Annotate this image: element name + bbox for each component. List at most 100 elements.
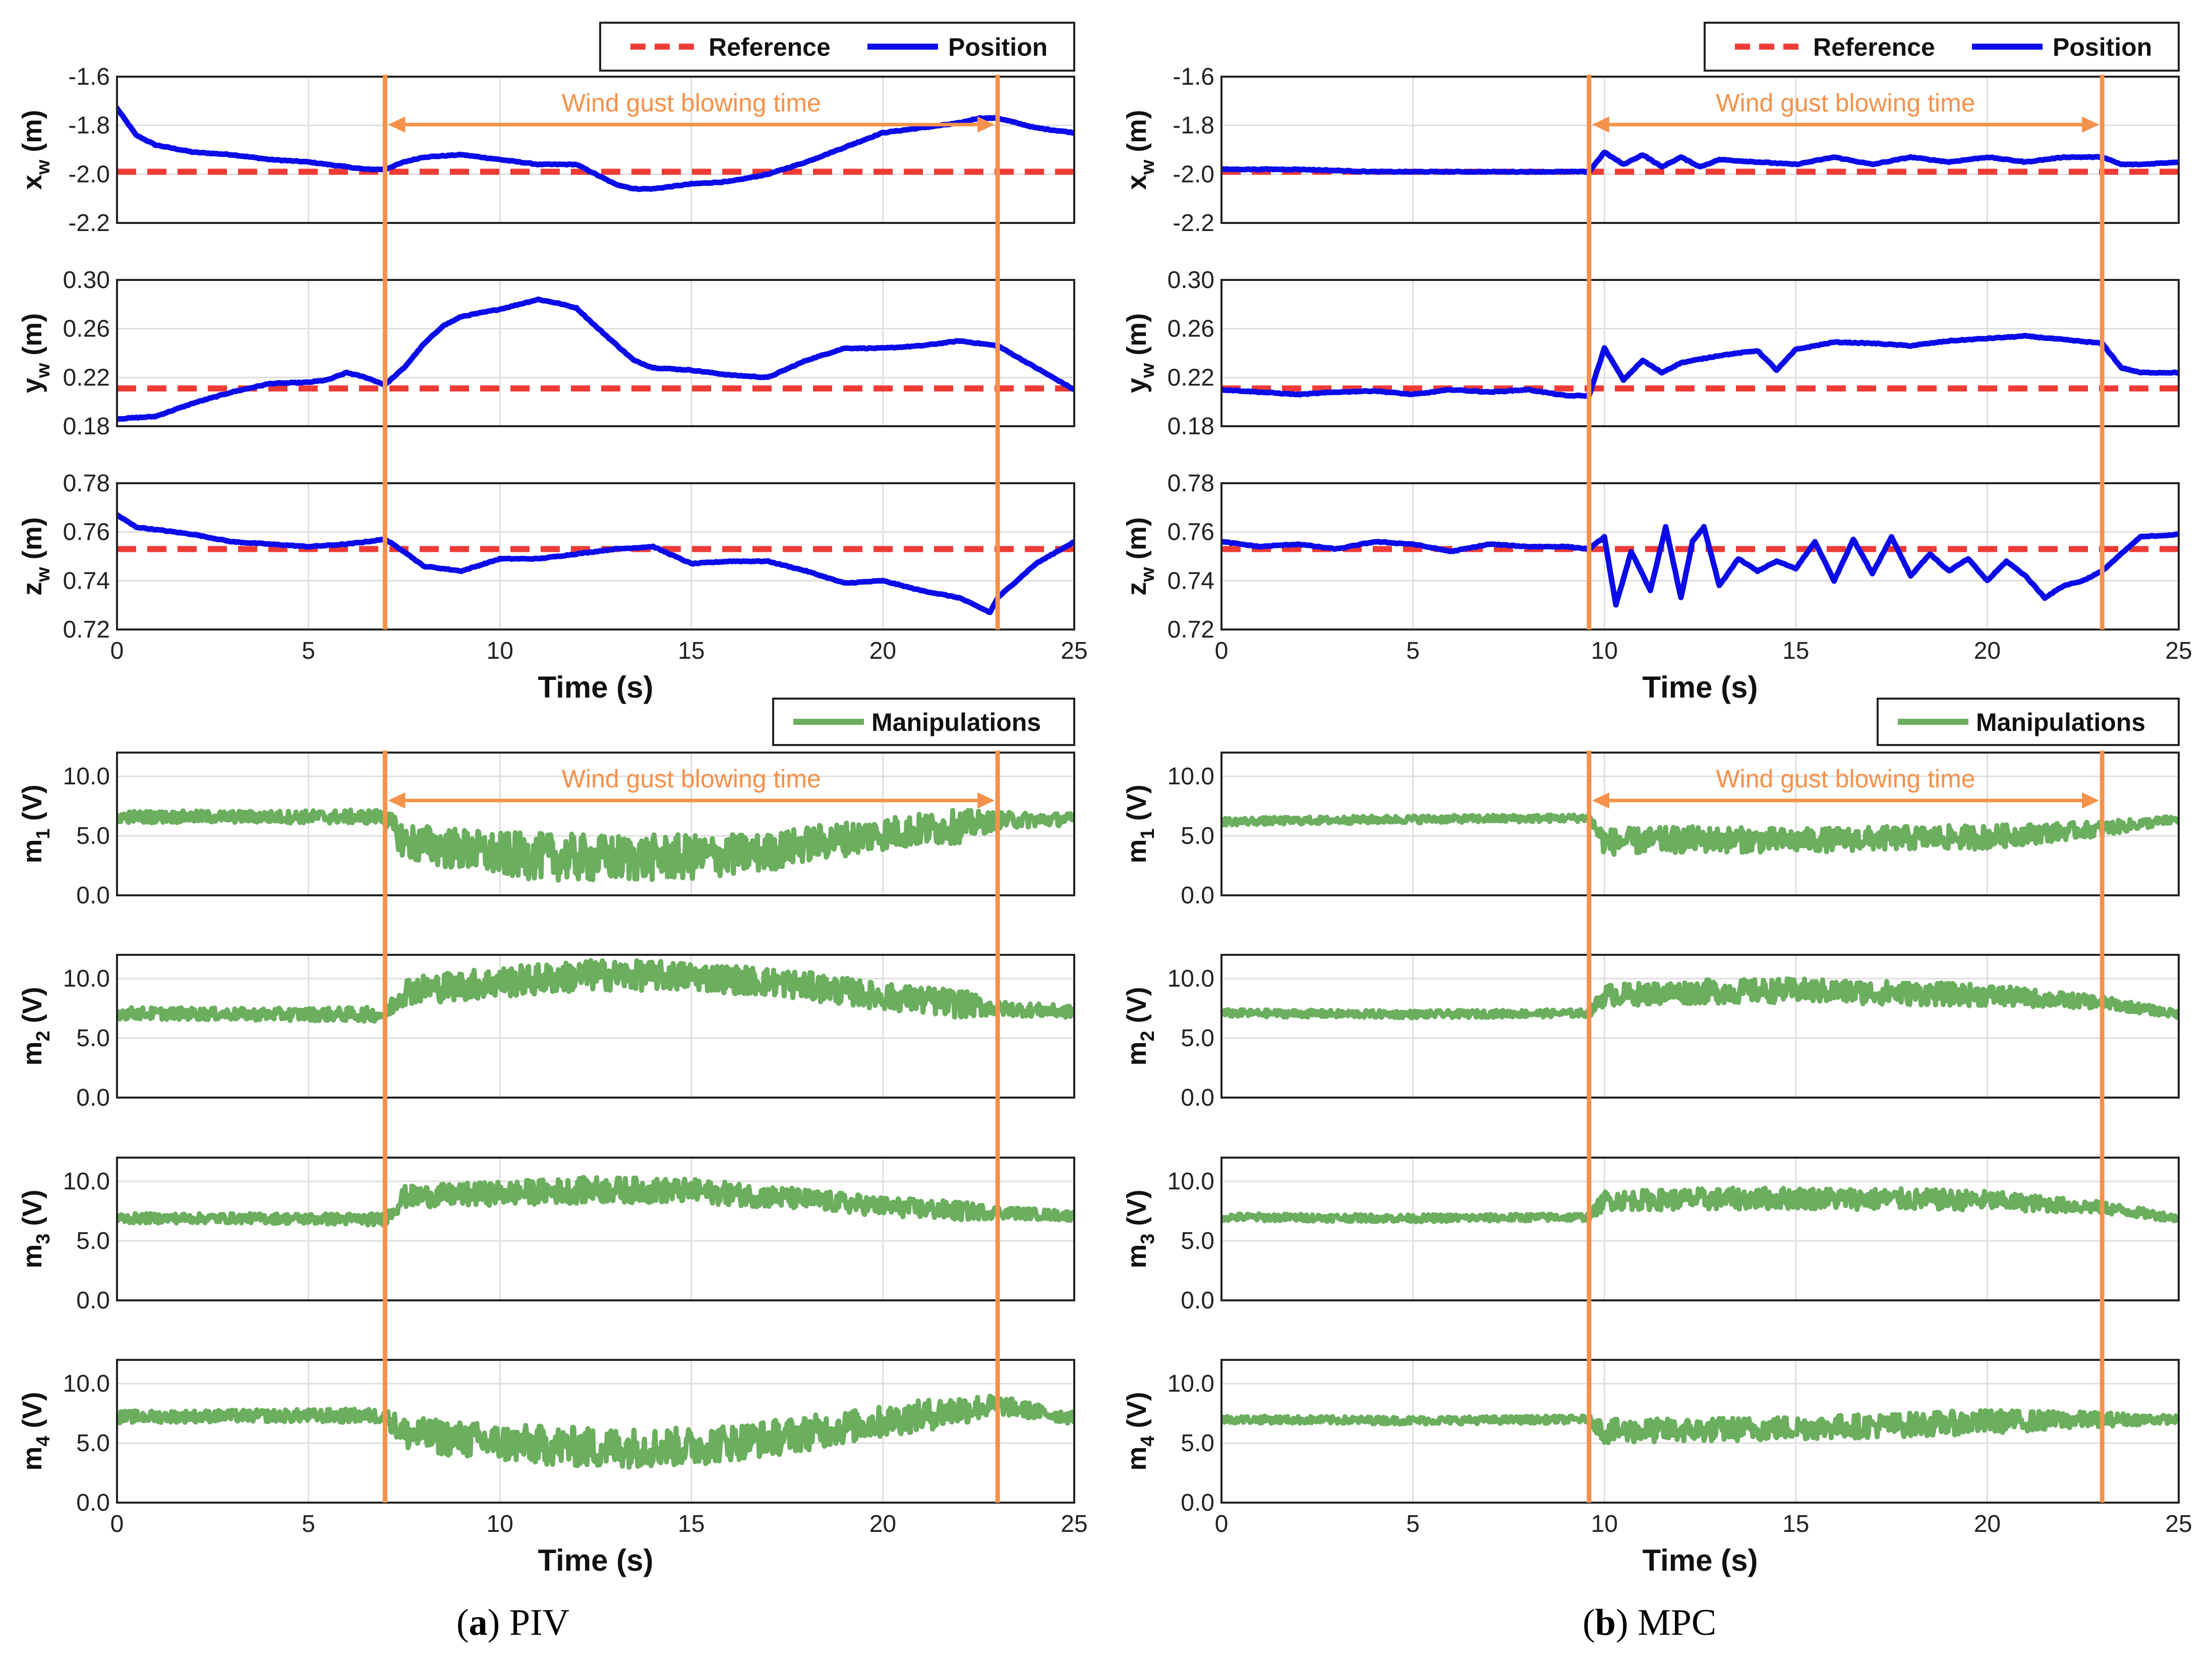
axes-frame [1220,1157,2180,1301]
wind-gust-label: Wind gust blowing time [562,89,821,117]
x-tick-label: 5 [302,638,315,664]
legend-reference-label: Reference [709,33,831,62]
y-tick-label: 0.72 [1168,616,1214,643]
y-axis-label: m2 (V) [17,987,54,1065]
position-line [1221,524,2179,608]
y-axis-label: xw (m) [1122,110,1158,190]
legend-position-label: Position [948,33,1047,62]
data-layer [117,958,1074,1024]
x-tick-label: 20 [1974,1511,2001,1537]
axes-frame [1220,954,2180,1099]
wind-gust-arrow-head-right [2082,117,2100,133]
manipulation-line [117,1393,1074,1470]
data-layer [1221,812,2179,857]
y-tick-label: -1.8 [1173,112,1214,139]
mpc-position-chart: -2.2 -2.0 -1.8 -1.6 xw (m) 0.18 0.22 0.26 0.30 yw… [1122,22,2192,704]
caption-b: (b) MPC [1583,1602,1717,1643]
subplot-m4: 0.0 5.0 10.0 m4 (V) 0 5 10 15 20 25 Time (s) [1122,1359,2192,1577]
manipulation-line [117,958,1074,1024]
subplot-zw: 0.72 0.74 0.76 0.78 zw (m) 0 5 10 15 20 25 Time (s) [17,470,1088,704]
x-tick-label: 20 [869,1511,896,1537]
x-tick-label: 10 [1591,638,1618,664]
subplot-m3: 0.0 5.0 10.0 m3 (V) [17,1157,1075,1314]
position-line [117,296,1074,422]
position-line [117,105,1074,192]
subplot-m1: 0.0 5.0 10.0 m1 (V) [17,752,1075,909]
manipulation-line [1221,1185,2179,1225]
x-tick-label: 25 [2165,1511,2192,1537]
axes-frame [1220,482,2180,631]
subplot-zw: 0.72 0.74 0.76 0.78 zw (m) 0 5 10 15 20 25 Time (s) [1122,470,2192,704]
manipulation-line [1221,976,2179,1020]
wind-gust-label: Wind gust blowing time [562,765,821,793]
manipulation-line [117,1175,1074,1228]
legend: Reference Position [599,22,1075,72]
y-tick-label: 0.26 [1168,316,1214,342]
data-layer [1221,1408,2179,1445]
legend: Reference Position [1704,22,2180,72]
x-axis-label: Time (s) [538,670,654,704]
position-line [117,512,1074,615]
data-layer [117,512,1074,615]
y-tick-label: 0.22 [63,364,110,391]
y-tick-label: 0.0 [1181,1287,1214,1314]
axes-frame [1220,1359,2180,1504]
data-layer [1221,976,2179,1020]
legend-position-label: Position [2053,33,2152,62]
axes-frame [116,1157,1075,1301]
y-tick-label: 10.0 [63,1370,110,1397]
y-tick-label: 0.18 [63,413,110,440]
caption-a: (a) PIV [456,1602,570,1643]
position-line [1221,332,2179,399]
y-tick-label: 10.0 [1168,1168,1214,1195]
legend: Manipulations [1877,698,2180,746]
x-tick-label: 15 [1782,638,1809,664]
y-tick-label: 10.0 [63,965,110,992]
y-tick-label: -1.6 [1173,64,1214,90]
x-tick-label: 5 [1406,638,1420,664]
legend-manipulation-label: Manipulations [871,708,1041,736]
y-tick-label: 0.0 [76,1084,110,1111]
y-tick-label: 0.18 [1168,413,1214,440]
wind-gust-arrow-head-left [388,117,405,133]
subplot-m2: 0.0 5.0 10.0 m2 (V) [17,954,1075,1111]
y-tick-label: -1.6 [68,64,110,90]
data-layer [117,807,1074,883]
axes-frame [116,1359,1075,1504]
y-tick-label: -2.0 [68,161,110,188]
data-layer [1221,149,2179,175]
data-layer [117,296,1074,422]
legend: Manipulations [772,698,1075,746]
x-axis-label: Time (s) [538,1543,654,1577]
y-axis-label: m2 (V) [1122,987,1158,1065]
y-tick-label: -2.0 [1173,161,1214,188]
y-tick-label: -1.8 [68,112,110,139]
y-axis-label: yw (m) [17,313,54,393]
y-tick-label: 0.30 [1168,267,1214,294]
x-tick-label: 0 [1215,1511,1229,1537]
x-tick-label: 10 [487,1511,513,1537]
y-tick-label: 5.0 [1181,1025,1214,1052]
y-tick-label: 0.0 [1181,1084,1214,1111]
y-tick-label: 10.0 [1168,763,1214,790]
data-layer [1221,524,2179,608]
axes-frame [116,954,1075,1099]
wind-gust-arrow-head-left [1592,117,1609,133]
y-tick-label: 0.0 [76,882,110,909]
y-tick-label: 0.74 [63,567,110,594]
x-tick-label: 15 [678,1511,705,1537]
data-layer [117,1393,1074,1470]
axes-frame [116,482,1075,631]
y-tick-label: 5.0 [76,823,110,849]
x-tick-label: 25 [2165,638,2192,664]
wind-gust-arrow-head-right [2082,792,2100,809]
x-tick-label: 5 [302,1511,315,1537]
y-tick-label: 10.0 [63,1168,110,1195]
y-tick-label: -2.2 [68,210,110,237]
y-tick-label: 10.0 [1168,1370,1214,1397]
x-axis-label: Time (s) [1643,1543,1758,1577]
y-tick-label: 5.0 [76,1228,110,1254]
data-layer [1221,332,2179,399]
y-tick-label: 0.78 [63,470,110,497]
